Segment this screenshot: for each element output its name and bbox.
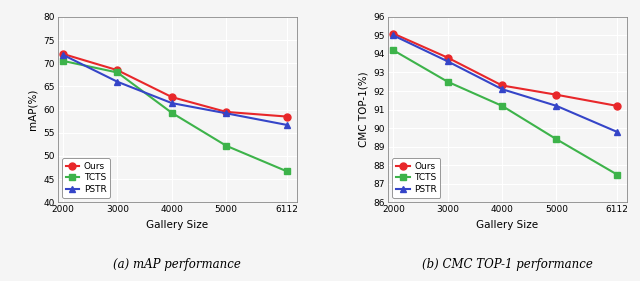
PSTR xyxy=(283,123,291,126)
Text: (b) CMC TOP-1 performance: (b) CMC TOP-1 performance xyxy=(422,258,593,271)
Line: TCTS: TCTS xyxy=(390,47,620,178)
Ours xyxy=(444,56,452,59)
PSTR xyxy=(499,87,506,91)
Ours xyxy=(168,95,175,99)
Text: (a) mAP performance: (a) mAP performance xyxy=(113,258,241,271)
Line: TCTS: TCTS xyxy=(60,57,290,175)
PSTR xyxy=(59,53,67,56)
Legend: Ours, TCTS, PSTR: Ours, TCTS, PSTR xyxy=(392,158,440,198)
Ours xyxy=(553,93,561,96)
PSTR xyxy=(168,101,175,105)
TCTS xyxy=(113,71,121,74)
Ours xyxy=(222,110,230,114)
TCTS xyxy=(499,104,506,108)
PSTR xyxy=(222,112,230,115)
PSTR xyxy=(553,104,561,108)
TCTS xyxy=(444,80,452,83)
TCTS xyxy=(553,138,561,141)
Line: Ours: Ours xyxy=(60,51,290,120)
Ours xyxy=(59,52,67,56)
Line: Ours: Ours xyxy=(390,30,620,109)
Ours xyxy=(613,104,621,108)
PSTR xyxy=(613,130,621,133)
Y-axis label: mAP(%): mAP(%) xyxy=(28,89,38,130)
TCTS xyxy=(613,173,621,176)
PSTR xyxy=(390,34,397,37)
Y-axis label: CMC TOP-1(%): CMC TOP-1(%) xyxy=(358,72,368,148)
Line: PSTR: PSTR xyxy=(390,32,620,135)
PSTR xyxy=(113,80,121,83)
X-axis label: Gallery Size: Gallery Size xyxy=(146,220,209,230)
Ours xyxy=(113,69,121,72)
TCTS xyxy=(283,169,291,173)
Legend: Ours, TCTS, PSTR: Ours, TCTS, PSTR xyxy=(62,158,110,198)
Line: PSTR: PSTR xyxy=(60,51,290,128)
Ours xyxy=(499,84,506,87)
TCTS xyxy=(222,144,230,148)
Ours xyxy=(283,115,291,118)
TCTS xyxy=(59,59,67,63)
TCTS xyxy=(168,111,175,115)
Ours xyxy=(390,32,397,35)
PSTR xyxy=(444,60,452,63)
X-axis label: Gallery Size: Gallery Size xyxy=(476,220,539,230)
TCTS xyxy=(390,49,397,52)
